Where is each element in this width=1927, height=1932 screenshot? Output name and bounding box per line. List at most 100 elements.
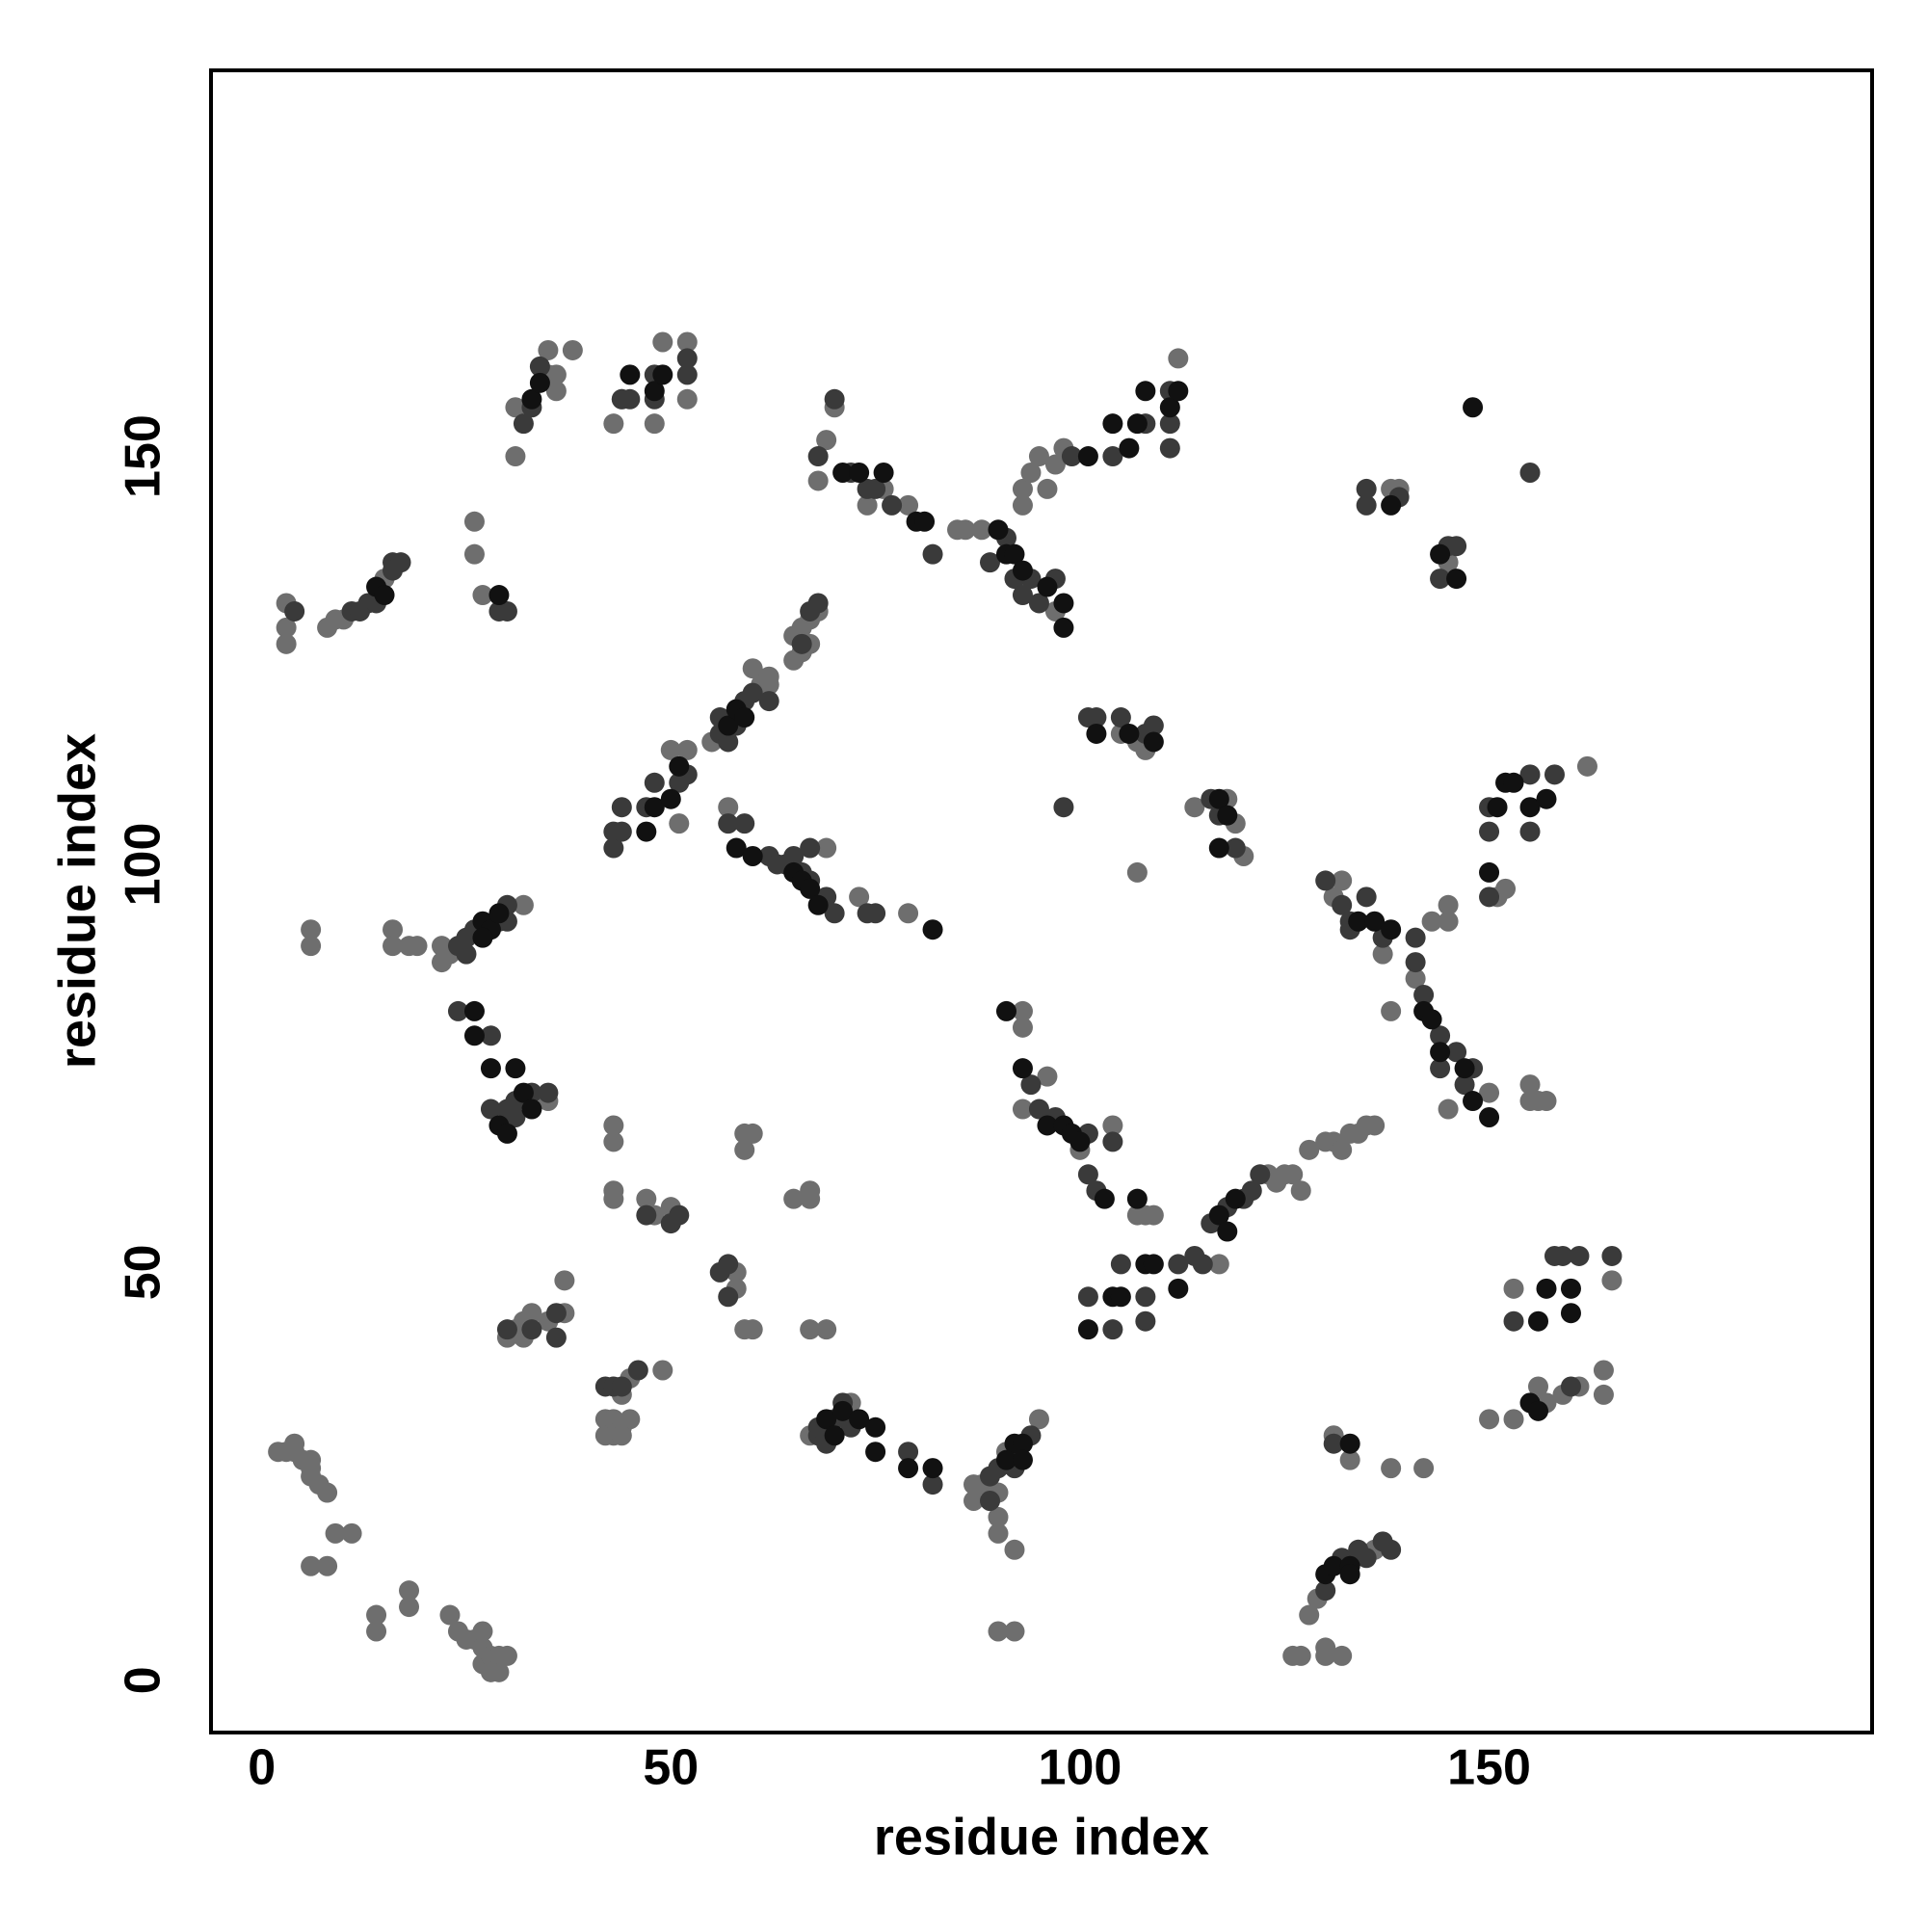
point: [1012, 1058, 1033, 1079]
point: [603, 1131, 624, 1152]
point: [726, 837, 747, 859]
point: [1536, 788, 1557, 809]
point: [882, 494, 903, 516]
point: [472, 585, 493, 606]
x-tick-label: 50: [643, 1740, 699, 1796]
point: [1528, 1400, 1549, 1421]
point: [1208, 1254, 1229, 1275]
point: [791, 633, 812, 654]
point: [1544, 764, 1565, 785]
point: [660, 788, 681, 809]
point: [383, 919, 404, 940]
point: [1323, 1433, 1344, 1454]
point: [1430, 1025, 1451, 1046]
point: [1381, 1458, 1402, 1479]
point: [865, 903, 886, 924]
point: [1012, 560, 1033, 581]
point: [742, 846, 763, 867]
point: [1126, 1188, 1148, 1209]
point: [1069, 1131, 1091, 1152]
point: [1012, 1098, 1033, 1120]
point: [1053, 797, 1074, 818]
point: [1110, 707, 1131, 728]
point: [603, 1188, 624, 1209]
point: [914, 511, 936, 532]
point: [1077, 1286, 1098, 1308]
point: [1528, 1310, 1549, 1332]
point: [480, 1058, 501, 1079]
point: [1159, 397, 1180, 418]
point: [816, 430, 837, 451]
point: [1593, 1360, 1614, 1381]
point: [1126, 861, 1148, 883]
point: [1020, 462, 1042, 483]
point: [1159, 413, 1180, 435]
point: [463, 1025, 485, 1046]
point: [734, 1123, 755, 1144]
point: [538, 1082, 559, 1103]
point: [545, 1303, 567, 1324]
point: [807, 470, 829, 491]
point: [1126, 413, 1148, 435]
point: [1405, 927, 1426, 948]
point: [1044, 454, 1066, 475]
point: [832, 462, 854, 483]
point: [955, 519, 976, 541]
point: [603, 413, 624, 435]
point: [849, 1409, 870, 1430]
point: [1012, 494, 1033, 516]
point: [824, 388, 845, 410]
point: [865, 478, 886, 499]
point: [995, 1449, 1016, 1470]
point: [1168, 348, 1189, 369]
point: [1495, 878, 1517, 899]
point: [374, 585, 395, 606]
point: [284, 600, 305, 622]
x-tick-label: 100: [1039, 1740, 1122, 1796]
point: [1381, 1539, 1402, 1560]
point: [366, 1621, 387, 1642]
point: [611, 821, 632, 842]
point: [832, 1400, 854, 1421]
point: [1168, 381, 1189, 402]
point: [800, 1319, 821, 1340]
point: [399, 1597, 420, 1618]
point: [1143, 715, 1164, 736]
point: [1560, 1376, 1581, 1397]
point: [1159, 437, 1180, 459]
point: [660, 1213, 681, 1234]
point: [1356, 478, 1377, 499]
point: [1217, 1221, 1238, 1242]
point: [1593, 1384, 1614, 1405]
point: [1332, 1645, 1353, 1666]
point: [676, 388, 698, 410]
point: [603, 1115, 624, 1136]
point: [1012, 1433, 1033, 1454]
point: [1381, 494, 1402, 516]
point: [341, 1522, 362, 1544]
point: [325, 1522, 346, 1544]
point: [807, 593, 829, 614]
point: [1372, 943, 1393, 965]
point: [1299, 1604, 1320, 1626]
point: [1438, 894, 1459, 915]
point: [463, 543, 485, 565]
point: [807, 446, 829, 467]
point: [488, 585, 510, 606]
point: [554, 1270, 575, 1291]
point: [898, 1442, 919, 1463]
point: [1225, 837, 1246, 859]
point: [988, 1506, 1009, 1527]
point: [1315, 1637, 1336, 1658]
point: [1438, 911, 1459, 932]
point: [1135, 1286, 1156, 1308]
point: [1323, 1555, 1344, 1576]
point: [1430, 1058, 1451, 1079]
point: [1208, 1204, 1229, 1226]
point: [865, 1416, 886, 1438]
point: [521, 1303, 542, 1324]
y-tick-label: 0: [116, 1666, 172, 1694]
point: [439, 1604, 461, 1626]
point: [1012, 1017, 1033, 1038]
point: [1143, 731, 1164, 753]
